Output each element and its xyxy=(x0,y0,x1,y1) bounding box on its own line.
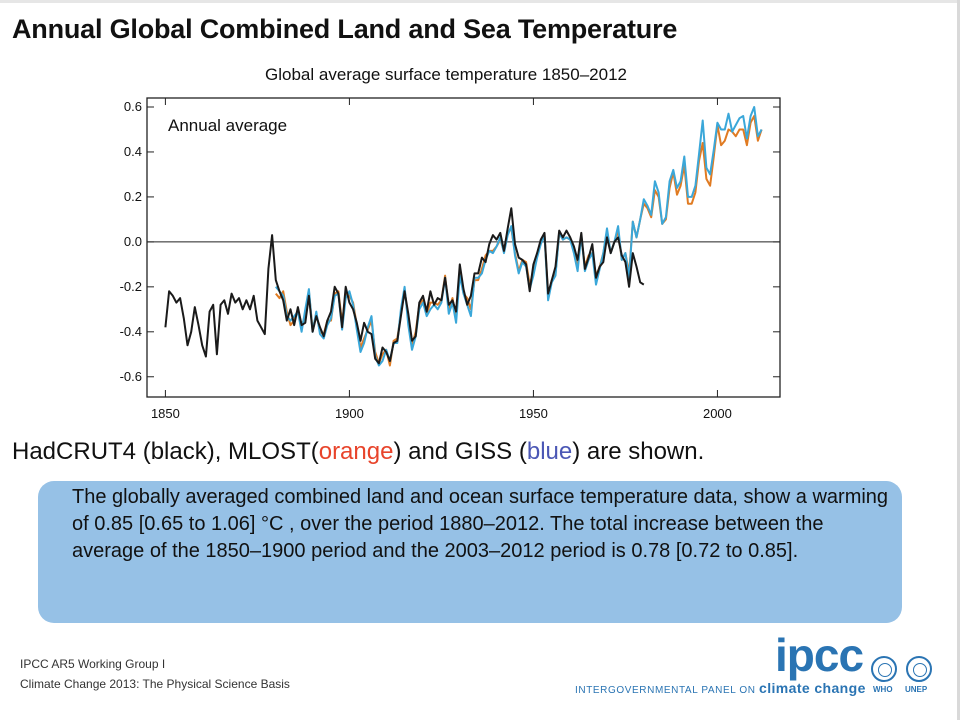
legend-middle: ) and GISS ( xyxy=(393,438,527,465)
y-tick-label: 0.6 xyxy=(124,99,142,114)
y-tick-label: -0.6 xyxy=(120,369,142,384)
logo-subtitle-prefix: INTERGOVERNMENTAL PANEL ON xyxy=(575,685,760,696)
y-tick-label: -0.4 xyxy=(120,324,142,339)
summary-box xyxy=(38,481,902,623)
footer-line-1: IPCC AR5 Working Group I xyxy=(20,657,166,671)
footer-line-2: Climate Change 2013: The Physical Scienc… xyxy=(20,677,290,691)
temperature-chart: Global average surface temperature 1850–… xyxy=(100,60,800,428)
who-label: WHO xyxy=(873,685,893,694)
ipcc-logo-subtitle: INTERGOVERNMENTAL PANEL ON climate chang… xyxy=(575,680,866,696)
giss-series-line xyxy=(275,106,763,367)
plot-frame xyxy=(146,97,781,398)
y-tick-label: 0.2 xyxy=(124,189,142,204)
chart-title: Global average surface temperature 1850–… xyxy=(265,65,627,84)
legend-orange-word: orange xyxy=(318,438,394,465)
who-emblem-icon xyxy=(871,656,897,682)
unep-emblem-icon xyxy=(906,656,932,682)
x-tick-label: 2000 xyxy=(703,406,732,421)
legend-blue-word: blue xyxy=(526,438,573,465)
x-tick-label: 1900 xyxy=(335,406,364,421)
chart-plot-area: 0.6 0.4 0.2 0.0 -0.2 -0.4 -0.6 1850 1900 1950 2000 xyxy=(120,97,781,421)
x-tick-label: 1850 xyxy=(151,406,180,421)
series-legend-line: HadCRUT4 (black), MLOST(orange) and GISS… xyxy=(12,438,704,466)
legend-prefix: HadCRUT4 (black), MLOST( xyxy=(12,438,319,465)
logo-subtitle-emphasis: climate change xyxy=(759,680,866,696)
ipcc-logo: ipcc xyxy=(775,629,864,681)
chart-svg: Global average surface temperature 1850–… xyxy=(120,65,781,421)
unep-label: UNEP xyxy=(905,685,928,694)
slide-right-edge xyxy=(957,0,960,720)
hadcrut4-series-line xyxy=(164,207,645,365)
y-tick-label: 0.0 xyxy=(124,234,142,249)
summary-text: The globally averaged combined land and … xyxy=(72,486,889,562)
chart-annotation: Annual average xyxy=(168,116,287,135)
y-tick-label: -0.2 xyxy=(120,279,142,294)
x-tick-label: 1950 xyxy=(519,406,548,421)
mlost-series-line xyxy=(275,115,763,367)
y-tick-label: 0.4 xyxy=(124,144,142,159)
legend-suffix: ) are shown. xyxy=(572,438,705,465)
slide-title: Annual Global Combined Land and Sea Temp… xyxy=(12,14,678,44)
slide-top-edge xyxy=(0,0,960,3)
